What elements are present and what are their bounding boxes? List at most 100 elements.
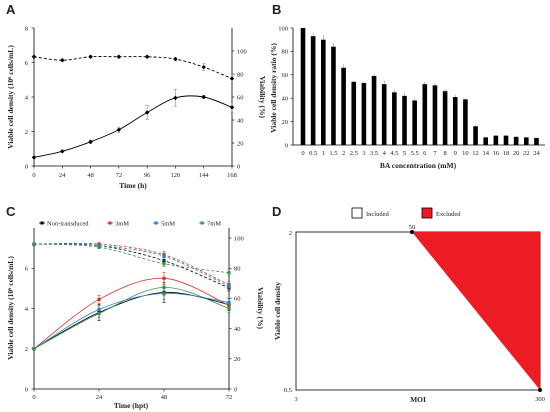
panel-a-series-1-point-2 [88, 55, 92, 59]
panel-a-series-0-point-6 [202, 95, 206, 99]
panel-b-bar-15 [453, 97, 458, 145]
panel-b-y-ticks: 020406080100 [278, 25, 293, 149]
panel-b-y-tick-label-80: 80 [282, 49, 289, 56]
panel-c-y2-tick-label-0: 0 [234, 386, 237, 393]
panel-c-x-tick-label-24: 24 [96, 394, 103, 401]
panel-a-x-tick-label-24: 24 [59, 172, 66, 179]
panel-a-series-0-point-5 [173, 96, 177, 100]
panel-b-x-tick-label-18: 14 [482, 150, 489, 157]
panel-d-x-title: MOI [410, 395, 426, 404]
panel-a-series-1-point-0 [32, 55, 36, 59]
panel-b-x-tick-label-13: 7 [433, 150, 437, 157]
panel-b-x-tick-label-16: 10 [462, 150, 469, 157]
panel-b-bar-21 [514, 137, 519, 145]
panel-a-series-0-point-3 [117, 128, 121, 132]
panel-b-x-tick-label-14: 8 [443, 150, 446, 157]
panel-c-plot [32, 243, 230, 351]
panel-b-x-tick-label-21: 20 [513, 150, 520, 157]
panel-b-x-tick-label-9: 4.5 [390, 150, 398, 157]
panel-b-x-tick-label-23: 24 [533, 150, 540, 157]
panel-a-series-0-point-7 [230, 105, 234, 109]
panel-a-y2-tick-label-60: 60 [237, 94, 244, 101]
legend-marker-1 [109, 222, 112, 225]
panel-a-y2-tick-label-80: 80 [237, 71, 244, 78]
panel-b-bar-1 [311, 36, 316, 145]
panel-c-series-3-vcd-point-1 [97, 312, 100, 315]
panel-b-x-tick-label-5: 2.5 [350, 150, 358, 157]
legend-label-included: Included [366, 211, 389, 218]
panel-b-bar-8 [382, 84, 387, 145]
panel-a-series-0-point-0 [32, 155, 36, 159]
panel-a-x-tick-label-144: 144 [199, 172, 210, 179]
panel-a-series-0-point-1 [60, 149, 64, 153]
panel-a-y-tick-label-0: 0 [25, 163, 28, 170]
panel-b-x-tick-label-8: 4 [383, 150, 387, 157]
panel-d: D Included Excluded 50 2 0.5 3 300 MOI V… [272, 204, 545, 404]
panel-b-x-tick-label-0: 0 [301, 150, 304, 157]
panel-a-x-tick-label-0: 0 [32, 172, 35, 179]
panel-d-y-tick-top: 2 [289, 230, 292, 237]
panel-c-series-2-via-point-2 [162, 255, 165, 258]
panel-b-x-tick-label-19: 16 [493, 150, 500, 157]
panel-c-series-2-via-point-3 [227, 285, 230, 288]
panel-a-x-tick-label-168: 168 [227, 172, 237, 179]
panel-c-series-3-vcd-point-2 [162, 286, 165, 289]
panel-c-series-3-via-point-1 [97, 246, 100, 249]
panel-c-series-0-vcd-line [34, 292, 229, 348]
panel-c-y2-tick-label-80: 80 [234, 266, 241, 273]
panel-b-x-tick-label-12: 6 [423, 150, 427, 157]
panel-c-y-title: Viable cell density (10⁶ cells/mL) [6, 256, 15, 360]
panel-a-y-tick-label-8: 8 [25, 25, 28, 32]
panel-c-x-tick-label-48: 48 [161, 394, 168, 401]
panel-b-bar-17 [473, 126, 478, 145]
legend-label-excluded: Excluded [436, 211, 461, 218]
panel-b-x-tick-label-3: 1.5 [329, 150, 337, 157]
panel-c-series-2-viability-line [34, 244, 229, 286]
panel-c-y2-tick-label-40: 40 [234, 326, 241, 333]
panel-a-x-tick-label-72: 72 [116, 172, 123, 179]
panel-c-y2-tick-label-20: 20 [234, 356, 241, 363]
panel-b-x-title: BA concentration (mM) [380, 161, 457, 170]
panel-b-y-title: Viable cell density ratio (%) [269, 43, 278, 133]
panel-a-x-tick-label-48: 48 [87, 172, 94, 179]
panel-a-x-tick-label-96: 96 [144, 172, 151, 179]
panel-b-bar-18 [483, 137, 488, 145]
panel-b-bar-20 [504, 136, 509, 145]
panel-b-bar-14 [443, 91, 448, 145]
panel-c-series-3-via-point-0 [32, 243, 35, 246]
panel-a-y2-tick-label-40: 40 [237, 117, 244, 124]
panel-b: B 020406080100 0 0.5 1 1.5 2 2.5 3 3.5 4 4.5 5 5.5 6… [269, 2, 545, 170]
panel-b-y-tick-label-100: 100 [278, 25, 288, 32]
panel-d-y-tick-bottom: 0.5 [284, 387, 292, 394]
panel-b-y-tick-label-40: 40 [282, 96, 289, 103]
panel-c-x-tick-label-0: 0 [32, 394, 35, 401]
panel-b-bar-13 [433, 85, 438, 145]
panel-b-bar-10 [402, 96, 407, 145]
legend-label-2: 5mM [161, 221, 175, 228]
panel-b-x-tick-label-2: 1 [322, 150, 325, 157]
panel-a-series-0-point-2 [88, 140, 92, 144]
panel-c-y-tick-label-0: 0 [25, 386, 28, 393]
panel-c-series-3-vcd-point-0 [32, 347, 35, 350]
panel-c-y-tick-label-4: 4 [25, 306, 29, 313]
panel-a-x-title: Time (h) [119, 181, 147, 190]
panel-letter-c: C [6, 204, 16, 219]
panel-a-series-1-point-5 [173, 57, 177, 61]
panel-a-y2-title: Viability (%) [258, 76, 267, 119]
panel-b-y-tick-label-60: 60 [282, 72, 289, 79]
panel-d-annotation: 50 [409, 224, 416, 231]
panel-a-series-1-point-1 [60, 58, 64, 62]
panel-c-series-3-viability-line [34, 244, 229, 273]
panel-b-bar-11 [412, 101, 417, 145]
legend-marker-2 [155, 222, 158, 225]
panel-c-y2-tick-label-60: 60 [234, 296, 241, 303]
panel-c-y-tick-label-2: 2 [25, 346, 28, 353]
panel-a-series-1-point-7 [230, 76, 234, 80]
panel-a-y-tick-label-4: 4 [25, 94, 29, 101]
panel-b-bar-3 [331, 47, 336, 145]
panel-b-bar-6 [362, 83, 367, 145]
panel-a-series-0-line [34, 96, 232, 158]
panel-c-y-ticks: 0 2 4 6 [25, 266, 34, 394]
